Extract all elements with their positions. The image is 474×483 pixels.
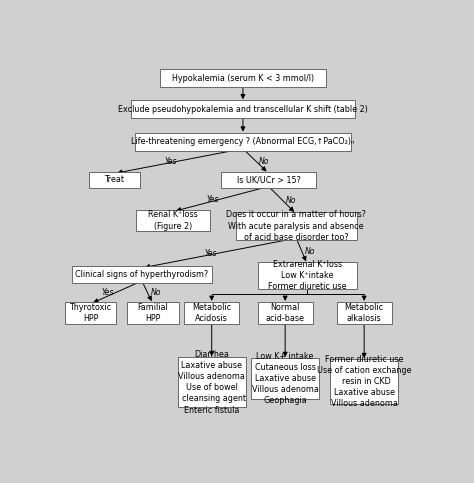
Text: Familial
HPP: Familial HPP [137, 303, 168, 323]
FancyBboxPatch shape [221, 171, 316, 188]
Text: Clinical signs of hyperthyrodism?: Clinical signs of hyperthyrodism? [75, 270, 209, 279]
Text: Is UK/UCr > 15?: Is UK/UCr > 15? [237, 175, 301, 185]
Text: Does it occur in a matter of hours?
With acute paralysis and absence
of acid bas: Does it occur in a matter of hours? With… [226, 211, 366, 242]
Text: Hypokalemia (serum K < 3 mmol/l): Hypokalemia (serum K < 3 mmol/l) [172, 74, 314, 83]
Text: Metabolic
Acidosis: Metabolic Acidosis [192, 303, 231, 323]
FancyBboxPatch shape [131, 100, 355, 118]
Text: No: No [305, 247, 315, 256]
FancyBboxPatch shape [72, 266, 212, 283]
Text: Renal K⁺loss
(Figure 2): Renal K⁺loss (Figure 2) [148, 211, 198, 230]
FancyBboxPatch shape [137, 210, 210, 231]
Text: Extrarenal K⁺loss
Low K⁺intake
Former diuretic use: Extrarenal K⁺loss Low K⁺intake Former di… [268, 260, 346, 291]
FancyBboxPatch shape [184, 302, 239, 324]
Text: No: No [285, 196, 296, 205]
FancyBboxPatch shape [257, 302, 313, 324]
FancyBboxPatch shape [251, 358, 319, 399]
FancyBboxPatch shape [135, 133, 351, 151]
FancyBboxPatch shape [65, 302, 116, 324]
FancyBboxPatch shape [178, 357, 246, 407]
Text: Exclude pseudohypokalemia and transcellular K shift (table 2): Exclude pseudohypokalemia and transcellu… [118, 105, 368, 114]
Text: No: No [259, 156, 269, 166]
FancyBboxPatch shape [89, 171, 140, 188]
FancyBboxPatch shape [330, 359, 398, 404]
Text: Life-threatening emergency ? (Abnormal ECG,↑PaCO₂)ₙ: Life-threatening emergency ? (Abnormal E… [131, 137, 355, 146]
FancyBboxPatch shape [236, 212, 357, 240]
Text: Yes: Yes [164, 156, 177, 166]
Text: Yes: Yes [207, 195, 219, 203]
Text: Yes: Yes [102, 288, 114, 297]
FancyBboxPatch shape [160, 70, 326, 87]
Text: Low K+ intake
Cutaneous loss
Laxative abuse
Villous adenoma
Geophagia: Low K+ intake Cutaneous loss Laxative ab… [252, 352, 319, 405]
Text: Diarrhea
Laxative abuse
Villous adenoma
Use of bowel
  cleansing agent
Enteric f: Diarrhea Laxative abuse Villous adenoma … [177, 350, 246, 414]
Text: Normal
acid-base: Normal acid-base [265, 303, 305, 323]
FancyBboxPatch shape [127, 302, 179, 324]
Text: Treat: Treat [104, 175, 124, 185]
FancyBboxPatch shape [258, 262, 357, 289]
Text: Yes: Yes [205, 249, 217, 257]
Text: Former diuretic use
Use of cation exchange
  resin in CKD
Laxative abuse
Villous: Former diuretic use Use of cation exchan… [317, 355, 411, 408]
Text: No: No [150, 288, 161, 297]
Text: Metabolic
alkalosis: Metabolic alkalosis [345, 303, 384, 323]
FancyBboxPatch shape [337, 302, 392, 324]
Text: Thyrotoxic
HPP: Thyrotoxic HPP [69, 303, 111, 323]
